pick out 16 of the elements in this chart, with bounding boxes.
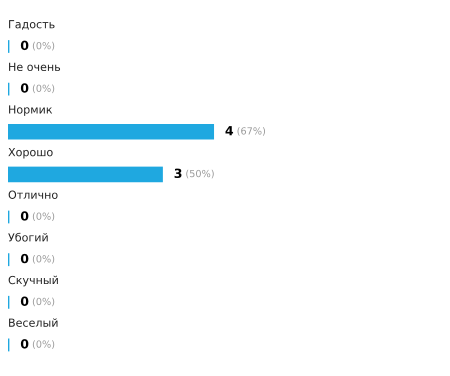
data-label: 0 (0%) [20, 254, 54, 264]
y-tick-label: Отлично [8, 190, 58, 199]
y-tick-label: Не очень [9, 62, 60, 72]
data-label: 3 (50%) [174, 168, 214, 178]
y-tick-label: Убогий [8, 232, 48, 242]
y-tick-label: Скучный [8, 276, 58, 286]
y-tick-label: Нормик [9, 105, 52, 116]
data-label: 0 (0%) [20, 211, 54, 222]
y-tick-label: Веселый [9, 318, 58, 327]
data-label: 0 (0%) [20, 339, 54, 349]
y-tick-label: Гадость [9, 20, 55, 30]
data-label: 0 (0%) [20, 83, 54, 94]
y-tick-label: Хорошо [8, 148, 53, 158]
data-label: 4 (67%) [225, 126, 266, 136]
data-label: 0 (0%) [20, 296, 54, 306]
data-label: 0 (0%) [20, 40, 54, 50]
